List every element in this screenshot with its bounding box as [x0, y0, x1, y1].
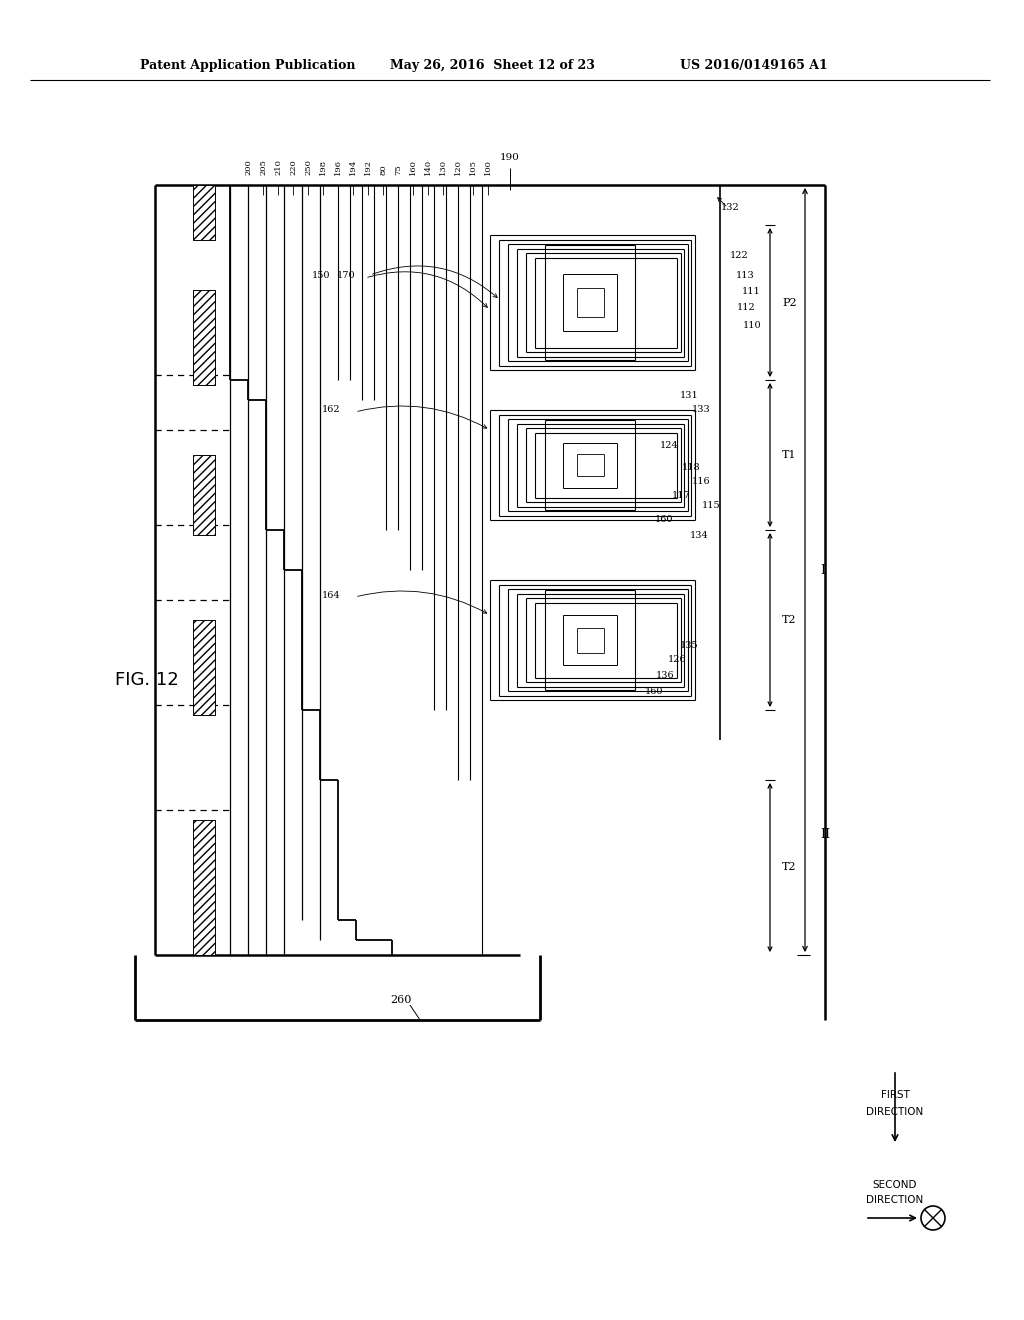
Text: 118: 118: [682, 463, 700, 473]
Text: 150: 150: [311, 271, 330, 280]
Text: 134: 134: [690, 531, 709, 540]
Text: 126: 126: [668, 656, 687, 664]
Text: 130: 130: [439, 158, 447, 176]
Text: 192: 192: [364, 158, 372, 176]
Text: 198: 198: [319, 158, 327, 176]
Text: 205: 205: [259, 160, 267, 176]
Text: 110: 110: [743, 321, 762, 330]
Text: 105: 105: [469, 158, 477, 176]
Text: 80: 80: [379, 165, 387, 176]
Text: 116: 116: [692, 478, 711, 487]
Text: Patent Application Publication: Patent Application Publication: [140, 58, 355, 71]
Bar: [193, 455, 215, 535]
Bar: [193, 185, 215, 240]
Text: DIRECTION: DIRECTION: [866, 1195, 924, 1205]
Text: FIRST: FIRST: [881, 1090, 909, 1100]
Text: 140: 140: [424, 158, 432, 176]
Text: May 26, 2016  Sheet 12 of 23: May 26, 2016 Sheet 12 of 23: [390, 58, 595, 71]
Text: 117: 117: [672, 491, 691, 499]
Text: 133: 133: [692, 405, 711, 414]
Text: T2: T2: [782, 862, 797, 873]
Bar: [193, 455, 215, 535]
Text: 160: 160: [645, 688, 664, 697]
Bar: [193, 185, 215, 240]
Text: 210: 210: [274, 160, 282, 176]
Text: 170: 170: [336, 271, 355, 280]
Text: T1: T1: [782, 450, 797, 459]
Text: 115: 115: [702, 500, 721, 510]
Text: 100: 100: [484, 160, 492, 176]
Text: 112: 112: [737, 304, 756, 313]
Text: 113: 113: [736, 271, 755, 280]
Text: I: I: [820, 564, 825, 577]
Text: 135: 135: [680, 640, 698, 649]
Text: 160: 160: [409, 160, 417, 176]
Text: 131: 131: [680, 391, 698, 400]
Bar: [193, 620, 215, 715]
Bar: [193, 820, 215, 954]
Bar: [193, 620, 215, 715]
Text: 250: 250: [304, 160, 312, 176]
Text: T2: T2: [782, 615, 797, 624]
Text: 220: 220: [289, 160, 297, 176]
Text: FIG. 12: FIG. 12: [115, 671, 179, 689]
Text: 124: 124: [660, 441, 679, 450]
Text: SECOND: SECOND: [872, 1180, 918, 1191]
Text: 136: 136: [656, 672, 675, 681]
Text: II: II: [820, 829, 830, 842]
Text: 200: 200: [244, 160, 252, 176]
Text: 122: 122: [730, 251, 749, 260]
Bar: [193, 290, 215, 385]
Text: 260: 260: [390, 995, 412, 1005]
Text: P2: P2: [782, 297, 797, 308]
Text: 111: 111: [742, 288, 761, 297]
Text: DIRECTION: DIRECTION: [866, 1107, 924, 1117]
Text: 164: 164: [322, 590, 340, 599]
Bar: [193, 820, 215, 954]
Text: 132: 132: [721, 203, 739, 213]
Text: 194: 194: [349, 158, 357, 176]
Text: US 2016/0149165 A1: US 2016/0149165 A1: [680, 58, 827, 71]
Text: 75: 75: [394, 164, 402, 176]
Bar: [193, 290, 215, 385]
Text: 190: 190: [500, 153, 520, 162]
Text: 160: 160: [655, 516, 674, 524]
Text: 120: 120: [454, 160, 462, 176]
Text: 162: 162: [322, 405, 340, 414]
Text: 196: 196: [334, 158, 342, 176]
